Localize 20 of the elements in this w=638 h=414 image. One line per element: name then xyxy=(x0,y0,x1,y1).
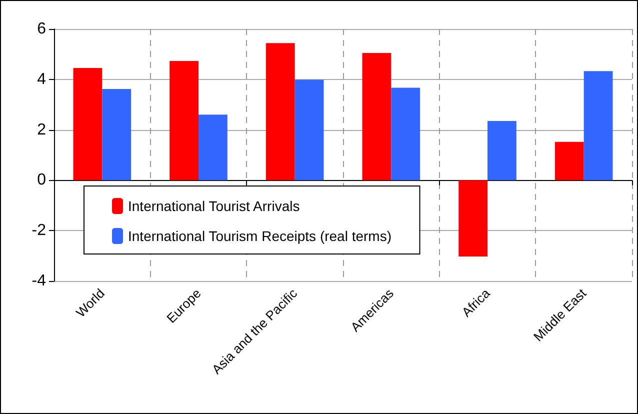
y-tick-label: 4 xyxy=(37,70,46,88)
bar xyxy=(294,80,324,180)
bar xyxy=(102,88,132,180)
bar xyxy=(458,180,488,257)
bar xyxy=(488,120,516,180)
bar xyxy=(554,142,584,180)
y-tick-label: -4 xyxy=(32,272,46,290)
legend-label: International Tourism Receipts (real terms) xyxy=(128,228,392,244)
y-tick-label: 0 xyxy=(37,172,46,189)
y-tick-label: 2 xyxy=(37,121,46,138)
bar xyxy=(170,61,198,180)
bar xyxy=(73,68,102,180)
bar xyxy=(391,88,420,180)
bar xyxy=(198,114,228,180)
y-tick-label: -2 xyxy=(32,222,46,240)
bar xyxy=(584,71,613,180)
bar xyxy=(266,43,295,180)
y-tick-label: 6 xyxy=(37,20,46,38)
legend-label: International Tourist Arrivals xyxy=(128,198,300,214)
bar xyxy=(362,52,392,180)
